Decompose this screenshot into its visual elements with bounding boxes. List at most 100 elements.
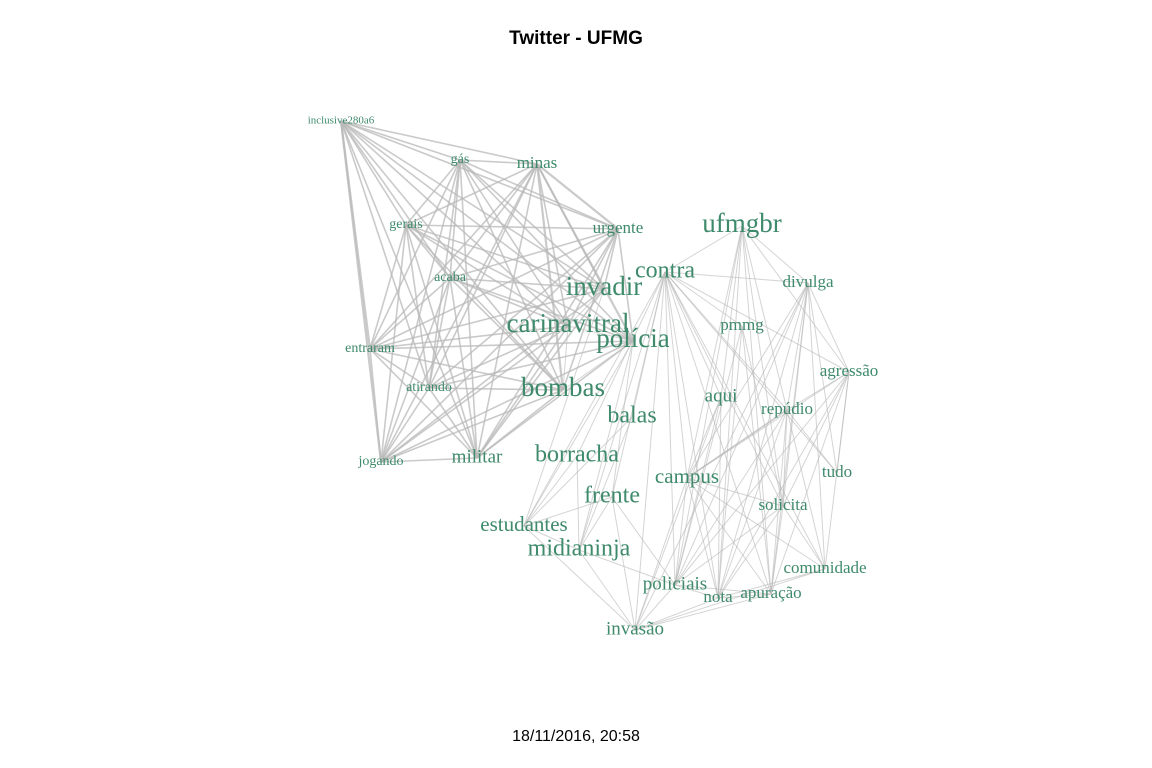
edge-repudio-solicita [782, 409, 788, 507]
edge-campus-comunidade [686, 477, 826, 570]
edge-contra-balas [631, 271, 666, 418]
edge-militar-carinavitral [476, 325, 569, 459]
node-layer: inclusive280a6 gás minas gerais urgente ufmgb… [308, 115, 879, 640]
edge-atirando-policia [428, 340, 634, 389]
edge-ufmgbr-solicita [741, 225, 784, 507]
edge-carinavitral-bombas [562, 325, 569, 391]
node-label-divulga: divulga [783, 272, 834, 291]
edge-solicita-nota [717, 505, 784, 599]
edge-bombas-policia [562, 340, 634, 391]
node-label-repudio: repúdio [761, 399, 813, 418]
edge-pmmg-nota [717, 325, 743, 599]
edge-pmmg-apuracao [741, 325, 772, 595]
edge-minas-jogando [380, 163, 538, 463]
edge-inclusive280a6-militar [340, 120, 478, 459]
edge-frente-estudantes [523, 496, 613, 527]
edge-contra-apuracao [664, 271, 772, 595]
edge-contra-policiais [664, 271, 676, 586]
edge-repudio-policiais [674, 409, 788, 586]
edge-repudio-tudo [786, 409, 838, 474]
edge-militar-invadir [476, 288, 605, 459]
edge-jogando-bombas [380, 389, 564, 463]
edge-contra-campus [664, 271, 688, 479]
edge-urgente-bombas [562, 228, 619, 391]
edge-contra-borracha [576, 271, 666, 457]
node-label-jogando: jogando [357, 454, 403, 469]
edge-campus-solicita [686, 477, 784, 507]
node-label-frente: frente [584, 483, 640, 509]
edge-gerais-urgente [405, 224, 619, 230]
timestamp-caption: 18/11/2016, 20:58 [512, 728, 640, 745]
edge-acaba-atirando [428, 277, 451, 389]
edge-estudantes-midianinja [523, 525, 580, 551]
edge-jogando-militar [380, 457, 478, 463]
edge-agressao-tudo [836, 371, 850, 474]
edge-ufmgbr-apuracao [741, 225, 772, 595]
edge-invadir-estudantes [523, 288, 605, 527]
edge-entraram-atirando [369, 348, 430, 389]
edge-minas-urgente [536, 163, 619, 230]
node-label-comunidade: comunidade [783, 558, 866, 577]
node-label-aqui: aqui [705, 385, 738, 406]
node-label-estudantes: estudantes [480, 512, 567, 536]
node-label-midianinja: midianinja [528, 536, 631, 562]
edge-divulga-apuracao [770, 282, 809, 595]
edge-contra-agressao [664, 271, 850, 373]
edge-inclusive280a6-invadir [340, 120, 605, 290]
node-label-nota: nota [703, 587, 733, 606]
node-label-invadir: invadir [566, 271, 642, 301]
node-label-minas: minas [517, 153, 558, 172]
edge-ufmgbr-divulga [741, 225, 809, 284]
node-label-pmmg: pmmg [720, 315, 764, 334]
edge-divulga-tudo [807, 282, 838, 474]
node-label-urgente: urgente [593, 218, 644, 237]
edge-midianinja-invasao [578, 549, 636, 631]
edge-minas-entraram [369, 163, 538, 350]
edge-acaba-bombas [449, 277, 564, 391]
edge-inclusive280a6-urgente [340, 120, 619, 230]
edge-atirando-bombas [428, 387, 564, 391]
edge-minas-invadir [536, 163, 605, 290]
node-label-ufmgbr: ufmgbr [702, 208, 781, 238]
edge-jogando-policia [380, 340, 634, 463]
edge-ufmgbr-aqui [720, 225, 743, 398]
node-label-policiais: policiais [643, 573, 707, 594]
edge-minas-gerais [405, 163, 538, 226]
edge-entraram-invadir [369, 288, 605, 350]
edge-campus-invasao [634, 477, 688, 631]
edge-gerais-invadir [405, 224, 605, 290]
edge-policia-estudantes [523, 340, 634, 527]
edge-minas-acaba [449, 163, 538, 279]
edge-divulga-repudio [786, 282, 809, 411]
edge-inclusive280a6-minas [340, 120, 538, 165]
edge-nota-apuracao [717, 593, 772, 599]
edge-repudio-nota [717, 409, 788, 599]
edge-minas-militar [476, 163, 538, 459]
edge-jogando-invadir [380, 288, 605, 463]
node-label-tudo: tudo [822, 462, 852, 481]
edge-pmmg-policiais [674, 325, 743, 586]
node-label-gas: gás [451, 152, 470, 167]
edge-borracha-estudantes [523, 455, 578, 527]
edge-militar-policia [476, 340, 634, 459]
edge-gas-invadir [459, 159, 605, 290]
edge-contra-invasao [634, 271, 666, 631]
edge-gas-militar [459, 159, 478, 459]
edge-comunidade-invasao [634, 568, 826, 631]
node-label-borracha: borracha [535, 442, 619, 468]
edge-nota-invasao [634, 597, 719, 631]
edge-midianinja-policiais [578, 549, 676, 586]
edge-entraram-carinavitral [369, 325, 569, 350]
edge-ufmgbr-repudio [741, 225, 788, 411]
edge-frente-policiais [611, 496, 676, 586]
edge-apuracao-invasao [634, 593, 772, 631]
edge-contra-solicita [664, 271, 784, 507]
node-label-campus: campus [655, 464, 719, 488]
edge-urgente-acaba [449, 228, 619, 279]
edge-jogando-carinavitral [380, 325, 569, 463]
node-label-invasao: invasão [606, 618, 664, 639]
edge-ufmgbr-campus [686, 225, 743, 479]
edge-urgente-invadir [603, 228, 619, 290]
edge-contra-comunidade [664, 271, 826, 570]
